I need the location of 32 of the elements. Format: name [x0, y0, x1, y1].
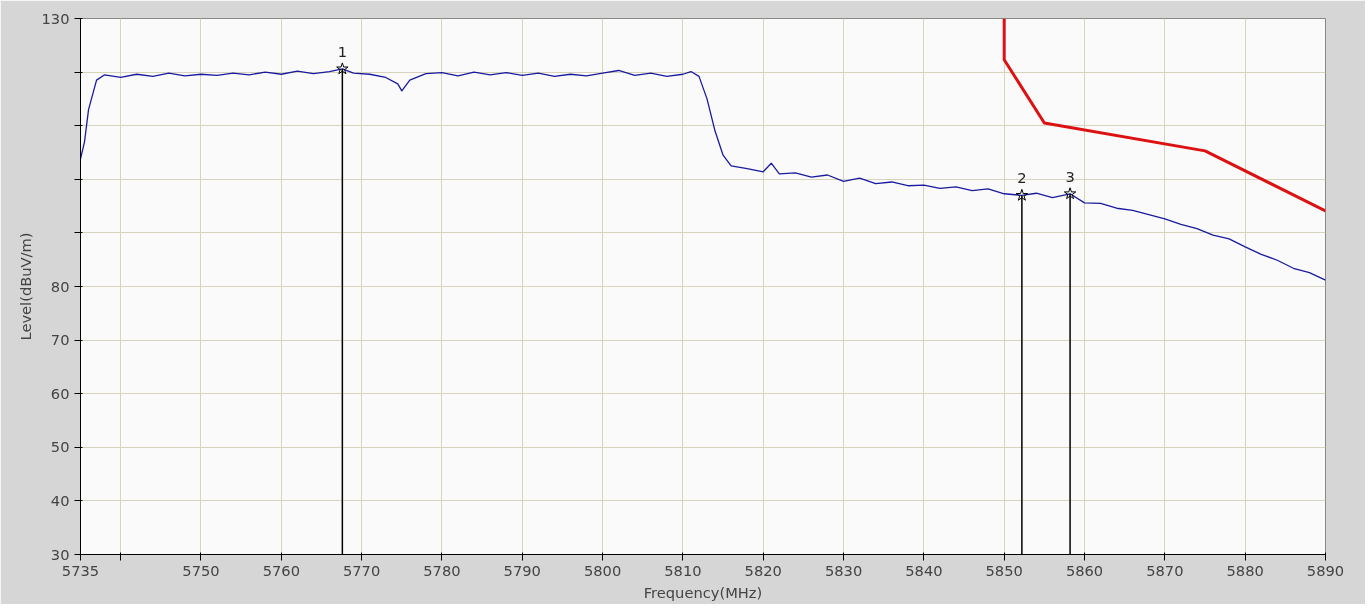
x-tick-label: 5860: [1065, 561, 1104, 579]
x-tick-label: 5840: [905, 561, 943, 579]
x-tick-label: 5770: [342, 561, 381, 579]
y-axis-title: Level(dBuV/m): [16, 232, 34, 341]
x-tick-label: 5810: [664, 561, 702, 579]
y-tick-label: 130: [41, 9, 70, 27]
x-tick-label: 5820: [744, 561, 782, 579]
line-series: [1002, 18, 1326, 213]
y-tick-label: 60: [50, 384, 70, 402]
x-tick-label: 5760: [262, 561, 300, 579]
x-tick-label: 5890: [1306, 561, 1345, 579]
y-tick-label: 30: [50, 545, 70, 563]
point: [1015, 188, 1029, 201]
annotation: 2: [1017, 169, 1027, 187]
y-tick-label: 50: [50, 438, 70, 456]
x-tick-label: 5880: [1226, 561, 1264, 579]
x-tick-label: 5800: [583, 561, 622, 579]
annotation: 3: [1065, 167, 1075, 185]
y-tick-label: 70: [50, 331, 70, 349]
x-tick-label: 5735: [61, 561, 100, 579]
point: [1063, 187, 1077, 200]
x-tick-label: 5750: [182, 561, 220, 579]
x-tick-label: 5850: [985, 561, 1023, 579]
annotation: 1: [337, 42, 348, 60]
x-tick-label: 5790: [503, 561, 541, 579]
point: [336, 62, 349, 75]
y-tick-label: 40: [50, 491, 70, 509]
x-axis-title: Frequency(MHz): [643, 583, 763, 601]
y-tick-label: 80: [50, 277, 70, 295]
x-tick-label: 5830: [824, 561, 863, 579]
x-tick-label: 5870: [1146, 561, 1184, 579]
x-tick-label: 5780: [423, 561, 461, 579]
